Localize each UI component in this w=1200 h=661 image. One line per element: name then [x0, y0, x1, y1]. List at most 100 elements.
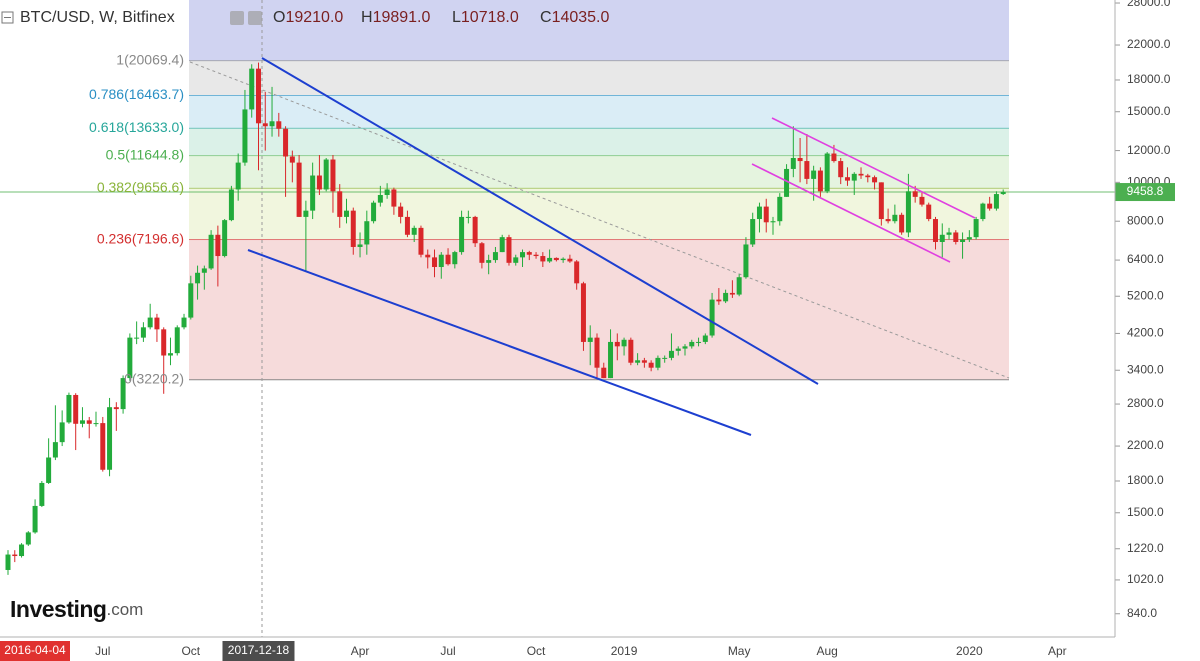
- candle-body: [262, 123, 268, 127]
- candle-body: [668, 350, 674, 358]
- candle-body: [655, 357, 661, 368]
- candle-body: [127, 337, 133, 379]
- ohlc-key: H: [361, 9, 373, 26]
- candle-body: [736, 277, 742, 295]
- candle-body: [316, 175, 322, 190]
- candle-body: [574, 261, 580, 284]
- fib-label: 0.382(9656.6): [97, 179, 184, 195]
- candle-body: [113, 407, 119, 410]
- y-tick-label: 840.0: [1127, 606, 1157, 620]
- candle-body: [716, 299, 722, 302]
- x-tick-label: Oct: [527, 644, 546, 658]
- channel-upper: [771, 117, 976, 219]
- candle-body: [377, 194, 383, 203]
- logo-suffix: .com: [106, 600, 143, 619]
- candle-body: [472, 216, 478, 244]
- x-tick-label: Apr: [351, 644, 370, 658]
- candle-body: [513, 257, 519, 263]
- candle-body: [66, 394, 72, 423]
- candle-body: [520, 252, 526, 258]
- y-tick-label: 15000.0: [1127, 104, 1171, 118]
- candle-body: [973, 219, 979, 238]
- candle-body: [303, 210, 309, 217]
- candle-body: [824, 153, 830, 192]
- logo: Investing.com: [10, 596, 143, 622]
- candle-body: [215, 234, 221, 257]
- candle-body: [763, 206, 769, 223]
- ohlc-value: 19891.0: [373, 9, 431, 26]
- candle-body: [269, 121, 275, 127]
- annotations: [247, 57, 976, 436]
- candle-body: [147, 317, 153, 328]
- channel-lower: [751, 163, 951, 263]
- candle-body: [93, 423, 99, 425]
- settings-icon[interactable]: [230, 11, 244, 25]
- x-tick-label: Jul: [95, 644, 110, 658]
- candle-body: [499, 237, 505, 253]
- fib-label: 0.5(11644.8): [106, 147, 184, 163]
- fib-band: [189, 128, 1009, 156]
- candle-body: [1000, 192, 1006, 195]
- candle-body: [939, 234, 945, 242]
- collapse-icon[interactable]: [1, 11, 14, 24]
- candle-body: [641, 360, 647, 363]
- candle-body: [404, 216, 410, 235]
- candle-body: [790, 158, 796, 169]
- candle-body: [411, 227, 417, 235]
- candle-body: [438, 254, 444, 268]
- candle-body: [296, 162, 302, 217]
- candle-body: [86, 420, 92, 424]
- candle-body: [79, 420, 85, 424]
- settings-icon[interactable]: [248, 11, 262, 25]
- candle-body: [966, 237, 972, 240]
- ohlc-value: 19210.0: [285, 9, 343, 26]
- candle-body: [892, 214, 898, 222]
- y-tick-label: 8000.0: [1127, 213, 1164, 227]
- candle-body: [797, 158, 803, 162]
- candle-body: [750, 219, 756, 245]
- labels: 1(20069.4) 0.786(16463.7) 0.618(13633.0) 0.…: [89, 0, 1175, 661]
- fib-band: [189, 95, 1009, 129]
- candle-body: [32, 505, 38, 533]
- candle-body: [743, 244, 749, 278]
- candle-body: [756, 206, 762, 220]
- candle-body: [601, 367, 607, 379]
- y-tick-label: 1220.0: [1127, 541, 1164, 555]
- x-tick-label: 2017-12-18: [228, 643, 290, 657]
- candle-body: [73, 394, 79, 424]
- candle-body: [675, 348, 681, 351]
- y-tick-label: 6400.0: [1127, 252, 1164, 266]
- candle-body: [817, 170, 823, 192]
- x-tick-label: Aug: [816, 644, 837, 658]
- candle-body: [479, 243, 485, 263]
- x-tick-label: 2020: [956, 644, 983, 658]
- candle-body: [235, 162, 241, 190]
- candle-body: [614, 341, 620, 347]
- candle-body: [831, 153, 837, 162]
- y-tick-label: 3400.0: [1127, 362, 1164, 376]
- candle-body: [283, 128, 289, 157]
- ohlc-key: L: [452, 9, 461, 26]
- candle-body: [174, 327, 180, 354]
- x-tick-label: Oct: [181, 644, 200, 658]
- candle-body: [445, 254, 451, 265]
- candle-body: [12, 554, 18, 557]
- candle-body: [418, 227, 424, 255]
- candle-body: [195, 272, 201, 284]
- candle-body: [919, 196, 925, 205]
- x-tick-label: 2019: [611, 644, 638, 658]
- candle-body: [39, 482, 45, 506]
- candle-body: [560, 258, 566, 261]
- candle-body: [838, 161, 844, 178]
- candle-body: [242, 109, 248, 163]
- candle-body: [323, 159, 329, 190]
- fib-label: 1(20069.4): [116, 52, 184, 68]
- y-tick-label: 1020.0: [1127, 572, 1164, 586]
- candle-body: [784, 168, 790, 197]
- fib-label: 0.786(16463.7): [89, 86, 184, 102]
- candle-body: [5, 554, 11, 570]
- candle-body: [181, 317, 187, 328]
- candle-body: [594, 337, 600, 368]
- candle-body: [398, 206, 404, 217]
- candle-body: [161, 329, 167, 356]
